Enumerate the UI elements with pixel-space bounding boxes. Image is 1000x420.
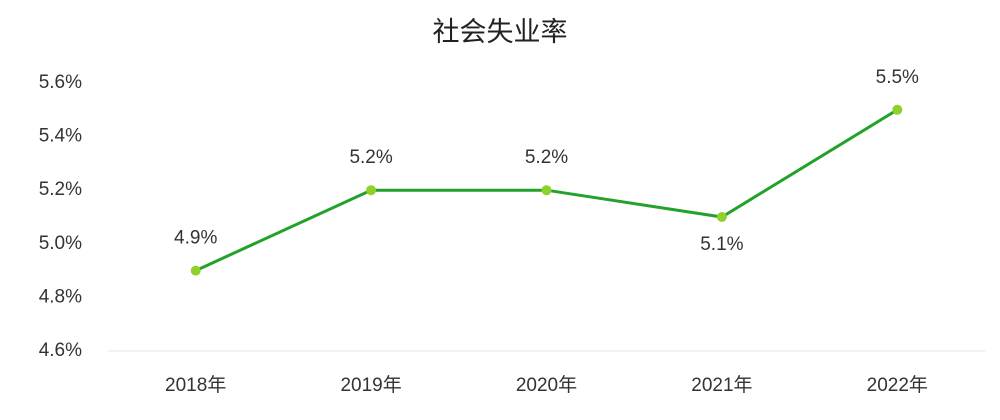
data-label: 4.9% [174, 228, 217, 249]
data-label: 5.1% [700, 234, 743, 255]
y-tick-label: 5.2% [39, 179, 82, 200]
data-label: 5.2% [349, 147, 392, 168]
chart-title: 社会失业率 [433, 17, 568, 47]
y-tick-label: 5.4% [39, 126, 82, 147]
marker [541, 185, 552, 196]
marker [892, 104, 903, 115]
data-label: 5.2% [525, 147, 568, 168]
y-tick-label: 4.6% [39, 340, 82, 361]
x-tick-label: 2019年 [340, 374, 401, 396]
x-tick-label: 2021年 [691, 374, 752, 396]
x-tick-label: 2020年 [516, 374, 577, 396]
y-tick-label: 4.8% [39, 286, 82, 307]
y-tick-label: 5.6% [39, 72, 82, 93]
x-tick-label: 2022年 [867, 374, 928, 396]
marker [366, 185, 377, 196]
y-tick-label: 5.0% [39, 233, 82, 254]
data-label: 5.5% [876, 67, 919, 88]
x-tick-label: 2018年 [165, 374, 226, 396]
marker [716, 212, 727, 222]
marker [190, 265, 201, 276]
